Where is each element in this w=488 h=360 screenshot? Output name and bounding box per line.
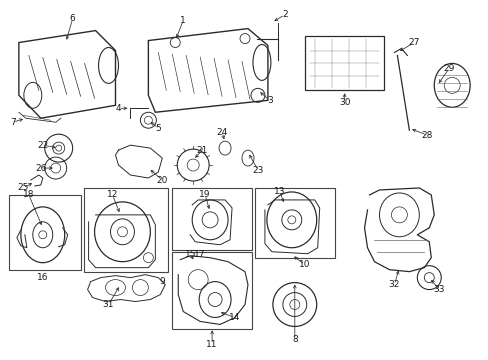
Text: 7: 7 <box>10 118 16 127</box>
Bar <box>304 36 384 90</box>
Text: 19: 19 <box>199 190 210 199</box>
Text: 6: 6 <box>70 14 75 23</box>
Text: 28: 28 <box>421 131 432 140</box>
Text: 26: 26 <box>35 163 46 172</box>
Text: 27: 27 <box>408 38 419 47</box>
Text: 20: 20 <box>156 176 168 185</box>
Text: 30: 30 <box>338 98 349 107</box>
Text: 33: 33 <box>432 285 444 294</box>
Text: 10: 10 <box>298 260 310 269</box>
Bar <box>172 188 251 250</box>
Text: 29: 29 <box>443 64 454 73</box>
Bar <box>9 195 81 270</box>
Text: 11: 11 <box>206 340 218 349</box>
Text: 8: 8 <box>291 335 297 344</box>
Text: 22: 22 <box>37 141 48 150</box>
Text: 12: 12 <box>106 190 118 199</box>
Text: 5: 5 <box>155 124 161 133</box>
Text: 17: 17 <box>194 250 205 259</box>
Text: 18: 18 <box>23 190 35 199</box>
Text: 16: 16 <box>37 273 48 282</box>
Bar <box>254 188 334 258</box>
Text: 25: 25 <box>17 184 28 193</box>
Text: 1: 1 <box>180 16 186 25</box>
Text: 23: 23 <box>252 166 263 175</box>
Bar <box>172 252 251 329</box>
Text: 31: 31 <box>102 300 114 309</box>
Text: 21: 21 <box>196 145 207 154</box>
Text: 32: 32 <box>388 280 399 289</box>
Text: 15: 15 <box>184 250 196 259</box>
Text: 24: 24 <box>216 128 227 137</box>
Bar <box>83 188 168 272</box>
Text: 3: 3 <box>266 96 272 105</box>
Text: 4: 4 <box>116 104 121 113</box>
Text: 14: 14 <box>229 313 240 322</box>
Text: 9: 9 <box>159 277 165 286</box>
Text: 13: 13 <box>274 188 285 197</box>
Text: 2: 2 <box>282 10 287 19</box>
